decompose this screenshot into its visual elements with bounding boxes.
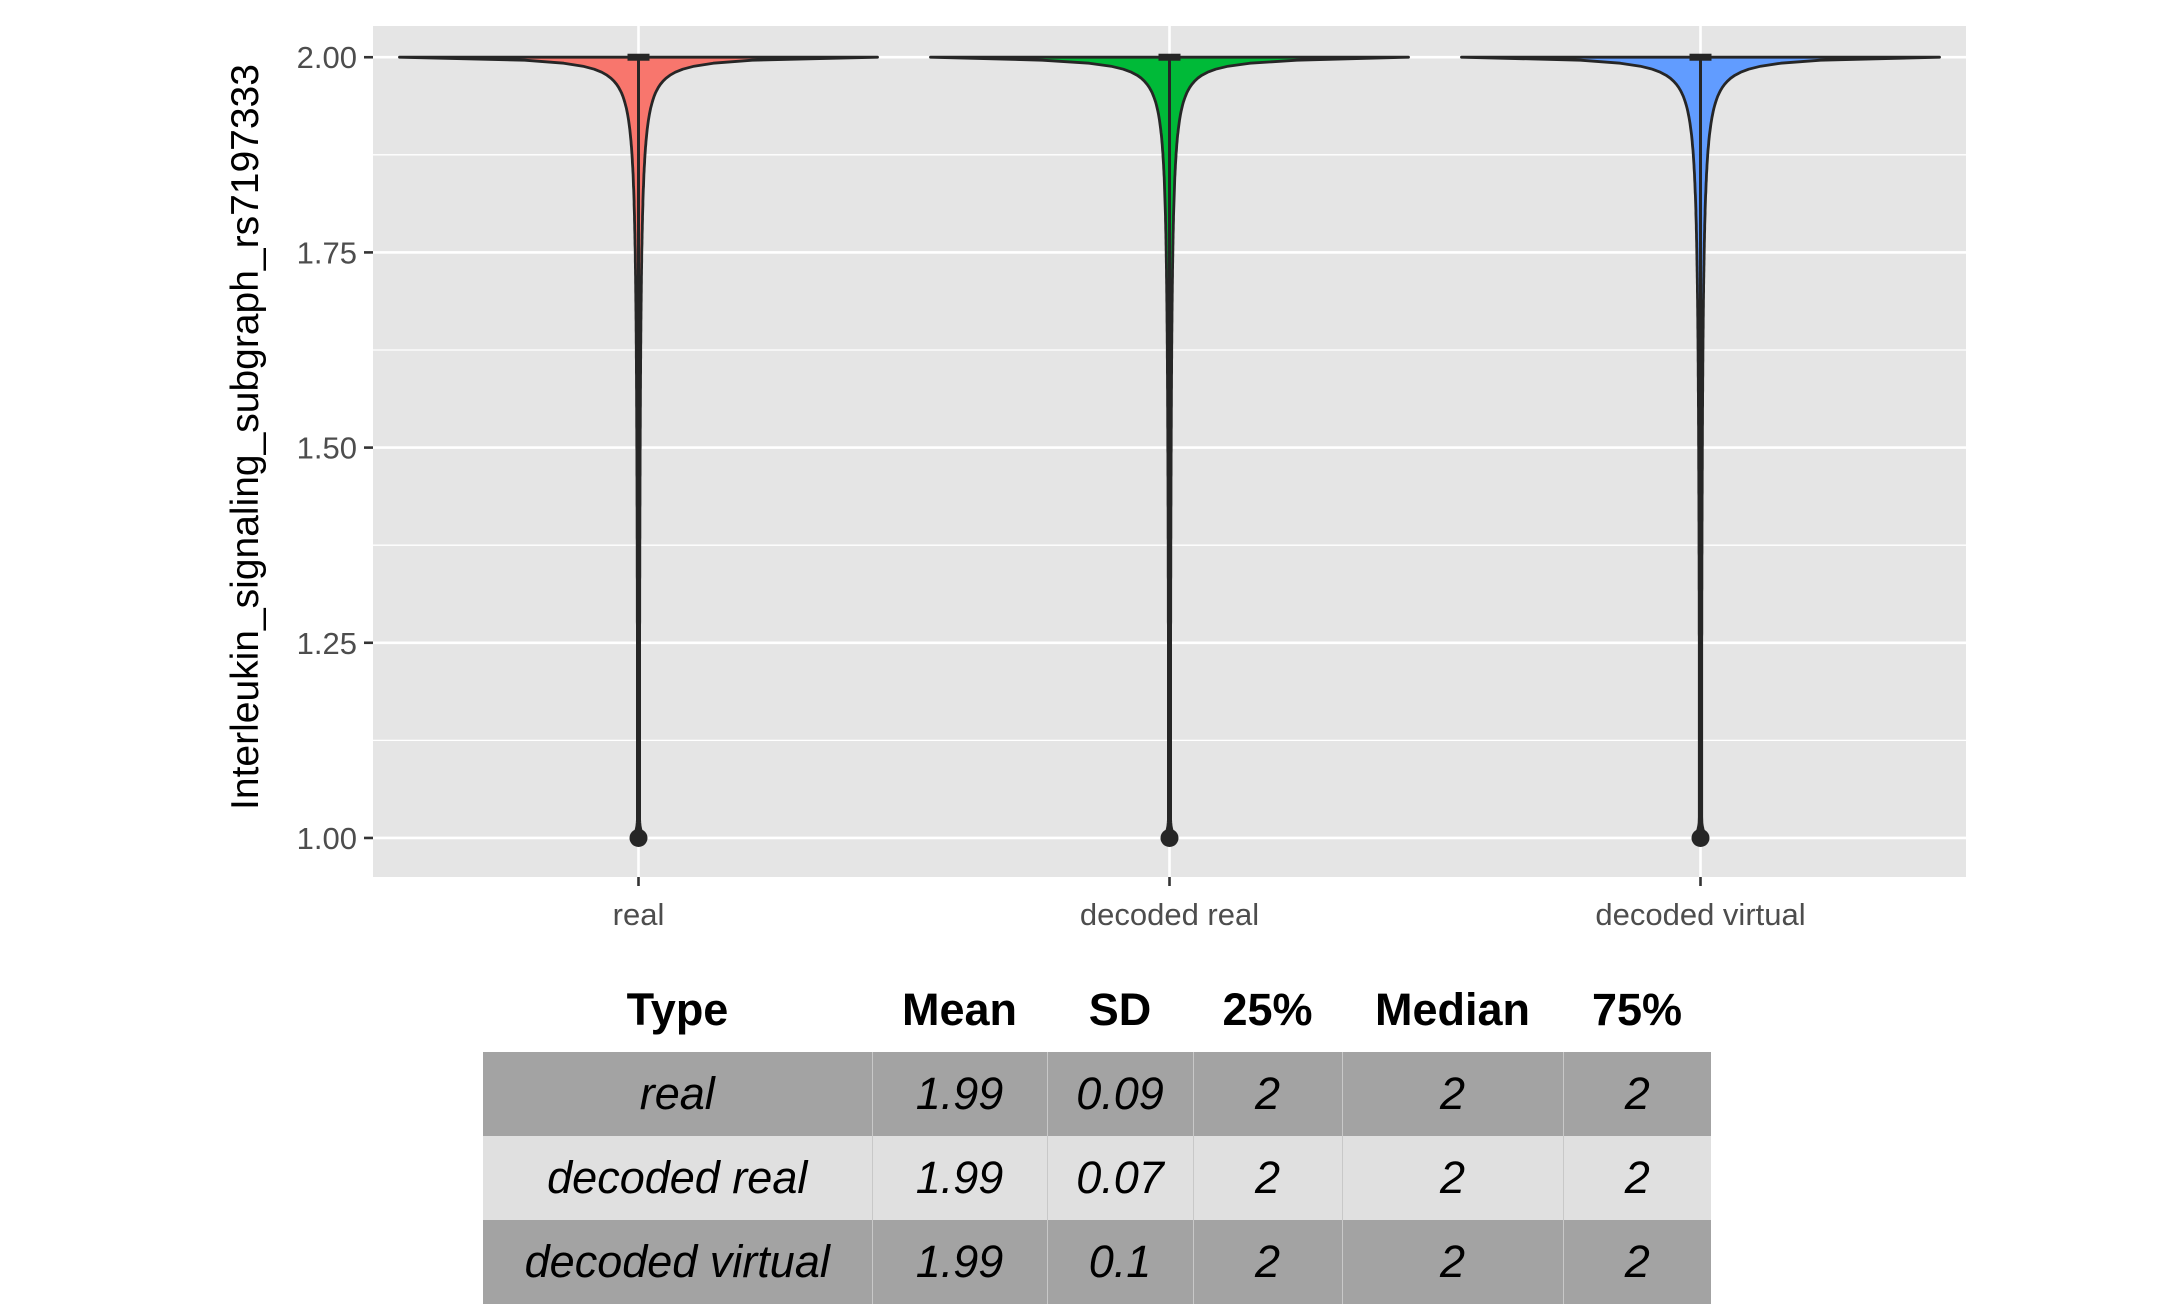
summary-stats-table: Type Mean SD 25% Median 75% real 1.99 0.… (483, 968, 1711, 1304)
cell-sd: 0.07 (1046, 1136, 1193, 1220)
y-axis-title: Interleukin_signaling_subgraph_rs7197333 (224, 64, 267, 810)
table-row: decoded virtual 1.99 0.1 2 2 2 (483, 1220, 1711, 1304)
outlier-point (1691, 828, 1710, 847)
outlier-point (629, 828, 648, 847)
axes: 1.00 1.25 1.50 1.75 2.00 real decoded real deco… (297, 40, 1806, 932)
boxplot-box (1158, 53, 1181, 61)
table-row: decoded real 1.99 0.07 2 2 2 (483, 1136, 1711, 1220)
x-tick-label: decoded virtual (1595, 897, 1805, 932)
boxplot-box (1689, 53, 1712, 61)
header-p75: 75% (1591, 984, 1683, 1035)
y-tick-label: 2.00 (297, 40, 357, 75)
cell-p75: 2 (1562, 1136, 1711, 1220)
boxplot-box (627, 53, 650, 61)
cell-sd: 0.1 (1046, 1220, 1193, 1304)
cell-p25: 2 (1192, 1220, 1342, 1304)
x-tick-label: real (613, 897, 665, 932)
cell-p75: 2 (1562, 1052, 1711, 1136)
cell-mean: 1.99 (871, 1220, 1047, 1304)
cell-p25: 2 (1192, 1136, 1342, 1220)
outlier-point (1160, 828, 1179, 847)
header-mean: Mean (901, 984, 1018, 1035)
cell-p75: 2 (1562, 1220, 1711, 1304)
y-tick-label: 1.25 (297, 626, 357, 661)
header-sd: SD (1088, 984, 1152, 1035)
cell-median: 2 (1341, 1220, 1563, 1304)
cell-type: real (483, 1052, 872, 1136)
table-header-row: Type Mean SD 25% Median 75% (483, 968, 1711, 1052)
cell-type: decoded real (483, 1136, 872, 1220)
header-type: Type (626, 984, 729, 1035)
y-tick-label: 1.00 (297, 821, 357, 856)
violins (398, 53, 1941, 847)
y-tick-label: 1.75 (297, 235, 357, 270)
cell-sd: 0.09 (1046, 1052, 1193, 1136)
cell-median: 2 (1341, 1136, 1563, 1220)
cell-mean: 1.99 (871, 1136, 1047, 1220)
cell-p25: 2 (1192, 1052, 1342, 1136)
x-tick-label: decoded real (1080, 897, 1259, 932)
table-row: real 1.99 0.09 2 2 2 (483, 1052, 1711, 1136)
cell-type: decoded virtual (483, 1220, 872, 1304)
header-median: Median (1374, 984, 1531, 1035)
cell-mean: 1.99 (871, 1052, 1047, 1136)
cell-median: 2 (1341, 1052, 1563, 1136)
header-p25: 25% (1222, 984, 1313, 1035)
y-tick-label: 1.50 (297, 431, 357, 466)
